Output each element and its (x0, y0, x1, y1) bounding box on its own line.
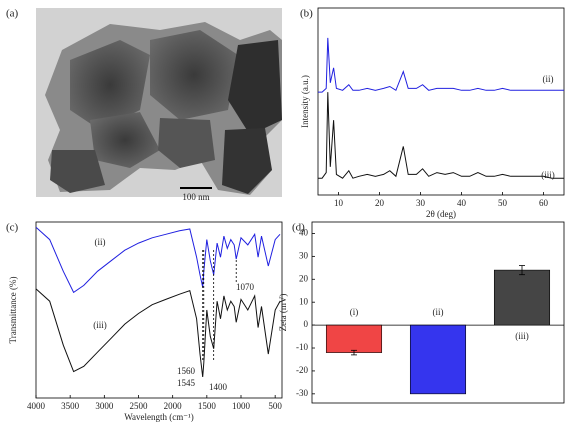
x-tick-label: 20 (375, 198, 385, 208)
x-tick-label: 50 (498, 198, 508, 208)
x-tick-label: 30 (416, 198, 426, 208)
y-tick-label: 0 (304, 319, 309, 329)
panel-label: (d) (292, 222, 305, 234)
x-tick-label: 1500 (198, 401, 217, 411)
y-axis-label: Zeta (mV) (278, 294, 288, 332)
y-tick-label: 40 (299, 228, 309, 238)
series-label: (ii) (543, 74, 554, 84)
x-axis-label: 2θ (deg) (426, 209, 456, 219)
x-tick-label: 10 (334, 198, 344, 208)
y-tick-label: 20 (299, 273, 309, 283)
y-tick-label: -10 (296, 342, 308, 352)
series-label: (iii) (93, 320, 107, 330)
series-label: (ii) (95, 237, 106, 247)
plot-frame (317, 7, 565, 196)
bar (493, 269, 551, 326)
tem-image (36, 8, 282, 197)
data-line (318, 37, 564, 93)
data-line (35, 226, 281, 294)
x-axis-label: Wavelength (cm⁻¹) (124, 412, 193, 422)
x-tick-label: 2000 (164, 401, 183, 411)
x-tick-label: 2500 (130, 401, 149, 411)
y-axis-label: Intensity (a.u.) (300, 75, 310, 128)
x-tick-label: 40 (457, 198, 467, 208)
x-tick-label: 3500 (61, 401, 80, 411)
y-axis-label: Transmittance (%) (8, 277, 18, 344)
annotation-label: 1560 (177, 366, 196, 376)
category-label: (iii) (515, 331, 529, 341)
category-label: (i) (350, 307, 359, 317)
plot-frame (35, 221, 283, 399)
panel-label: (b) (300, 8, 313, 20)
annotation-label: 1070 (236, 282, 255, 292)
x-tick-label: 1000 (232, 401, 251, 411)
x-tick-label: 500 (268, 401, 282, 411)
bar (325, 324, 383, 353)
annotation-label: 1400 (209, 382, 228, 392)
series-label: (iii) (541, 170, 555, 180)
category-label: (ii) (433, 307, 444, 317)
x-tick-label: 4000 (27, 401, 46, 411)
x-tick-label: 3000 (95, 401, 114, 411)
data-line (318, 92, 564, 179)
scale-bar-label: 100 nm (182, 192, 209, 202)
annotation-label: 1545 (177, 378, 196, 388)
y-tick-label: 10 (299, 296, 309, 306)
y-tick-label: -30 (296, 388, 308, 398)
panel-label: (a) (6, 8, 19, 20)
panel-label: (c) (6, 222, 19, 234)
plot-frame (311, 221, 565, 404)
data-line (35, 288, 281, 377)
y-tick-label: 30 (299, 250, 309, 260)
y-tick-label: -20 (296, 365, 308, 375)
bar (409, 324, 467, 395)
x-tick-label: 60 (539, 198, 549, 208)
